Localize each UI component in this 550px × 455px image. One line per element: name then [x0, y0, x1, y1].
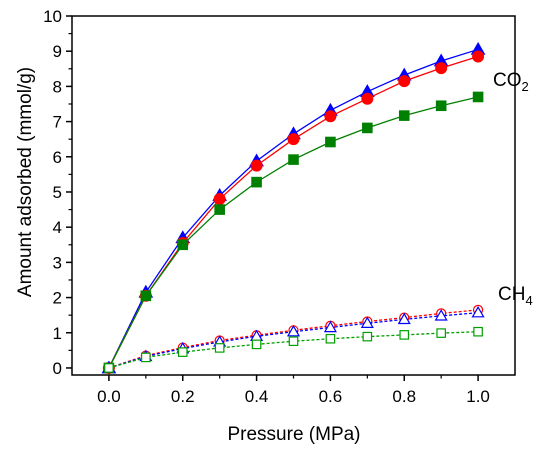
ch4-annotation: CH4	[498, 284, 533, 308]
series-ch4-square	[104, 326, 483, 373]
data-point	[472, 91, 484, 103]
data-point	[397, 312, 411, 325]
data-point	[434, 309, 448, 321]
data-point	[213, 193, 226, 206]
x-tick-label: 0.6	[319, 387, 343, 406]
data-point	[361, 92, 374, 105]
data-point	[436, 328, 446, 338]
y-tick-label: 3	[53, 253, 62, 272]
y-axis-title: Amount adsorbed (mmol/g)	[15, 67, 36, 297]
data-point	[288, 336, 299, 347]
co2-annotation-base: CO	[493, 70, 522, 91]
data-point	[473, 326, 483, 337]
data-point	[398, 110, 410, 121]
data-point	[141, 352, 151, 363]
series-layer	[101, 41, 486, 374]
data-point	[323, 320, 337, 333]
data-point	[251, 176, 262, 188]
ch4-annotation-base: CH	[498, 284, 525, 305]
data-point	[362, 122, 373, 134]
data-point	[287, 133, 300, 146]
data-point	[288, 154, 299, 165]
series-line	[108, 55, 479, 369]
y-tick-label: 4	[53, 218, 62, 237]
x-tick-label: 1.0	[466, 387, 490, 406]
data-point	[177, 239, 189, 251]
x-tick-label: 0.4	[245, 387, 269, 406]
y-tick-label: 7	[53, 113, 62, 132]
y-tick-label: 9	[53, 42, 62, 61]
data-point	[471, 305, 485, 318]
y-tick-label: 6	[53, 148, 62, 167]
series-line	[108, 309, 479, 369]
y-tick-label: 10	[43, 7, 62, 26]
co2-annotation-sub: 2	[522, 79, 529, 94]
x-tick-label: 0.2	[171, 387, 195, 406]
series-co2-square	[103, 91, 484, 374]
data-point	[435, 100, 447, 112]
axes: 0.0 0.2 0.4 0.6 0.8 1.0 0 1 2 3 4 5 6 7 8 9 10	[43, 7, 516, 406]
data-point	[177, 347, 188, 357]
x-tick-label: 0.0	[97, 387, 121, 406]
data-point	[360, 316, 374, 328]
data-point	[250, 159, 263, 172]
x-axis-title: Pressure (MPa)	[227, 424, 360, 445]
data-point	[399, 330, 410, 340]
y-tick-label: 0	[53, 359, 62, 378]
co2-annotation: CO2	[493, 70, 529, 94]
series-line	[108, 312, 479, 369]
y-tick-label: 2	[53, 289, 62, 308]
series-co2-triangle	[101, 41, 486, 374]
data-point	[251, 339, 262, 350]
ch4-annotation-sub: 4	[525, 293, 532, 308]
data-point	[325, 136, 336, 148]
x-tick-label: 0.8	[392, 387, 416, 406]
data-point	[362, 331, 373, 342]
data-point	[104, 363, 114, 373]
plot-frame	[71, 15, 516, 376]
data-point	[472, 50, 485, 63]
series-line	[108, 48, 479, 369]
y-tick-label: 5	[53, 183, 62, 202]
data-point	[140, 290, 152, 302]
data-point	[214, 204, 225, 215]
y-tick-label: 8	[53, 77, 62, 96]
y-tick-label: 1	[53, 324, 62, 343]
data-point	[286, 325, 301, 337]
data-point	[435, 62, 448, 75]
data-point	[325, 333, 336, 344]
data-point	[324, 110, 337, 123]
data-point	[398, 75, 411, 88]
data-point	[214, 343, 225, 353]
